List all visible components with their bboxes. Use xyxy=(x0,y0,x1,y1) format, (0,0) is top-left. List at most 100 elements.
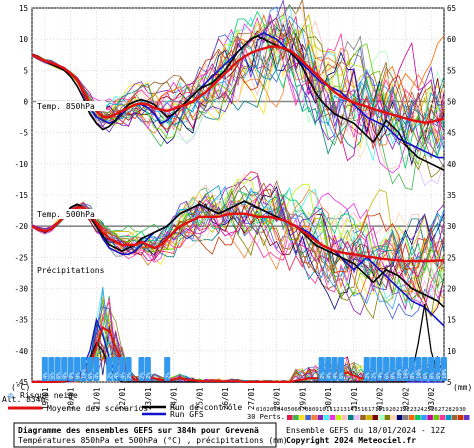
snow-badge xyxy=(370,357,377,381)
pert-number: 03 xyxy=(270,407,277,413)
pert-swatch xyxy=(360,415,366,420)
y-right-tick-label: 30 xyxy=(447,222,457,231)
snow-badge xyxy=(138,357,145,381)
x-tick-label: 01/02 xyxy=(376,387,385,410)
y-left-tick-label: 0 xyxy=(23,98,28,107)
pert-swatch xyxy=(354,415,360,420)
snow-badge-label: 2% xyxy=(146,372,152,379)
snow-badge-label: 6% xyxy=(339,372,345,379)
pert-number: 19 xyxy=(382,407,389,413)
y-left-tick-label: -45 xyxy=(14,378,28,387)
snow-badge-label: 6% xyxy=(88,372,94,379)
snow-badge xyxy=(389,357,396,381)
pert-swatches xyxy=(287,415,470,420)
y-left-tick-label: -35 xyxy=(14,316,28,325)
snow-risk-badges: 4% 6% 6% 8% 8% 8% 10% 6% 4% 2% 4% 4% 2% 2% 2% 2% 2% 4% 4% 6… xyxy=(41,357,448,381)
pert-swatch xyxy=(299,415,305,420)
pert-number: 11 xyxy=(326,407,333,413)
snow-badge-label: 10% xyxy=(416,368,422,379)
unit-right-label: (mm) xyxy=(453,383,472,392)
pert-swatch xyxy=(323,415,330,420)
pert-swatch xyxy=(451,415,458,420)
snowflake-icon: ❄ xyxy=(8,391,15,402)
run-info: Ensemble GEFS du 18/01/2024 - 12Z xyxy=(286,426,445,435)
pert-number: 22 xyxy=(403,407,410,413)
t850-label-bg xyxy=(36,101,106,111)
y-left-tick-label: -25 xyxy=(14,253,28,262)
snow-badge-label: 10% xyxy=(442,368,448,379)
pert-swatch xyxy=(445,415,452,420)
pert-number: 09 xyxy=(312,407,319,413)
pert-count-label: 30 Perts. xyxy=(247,413,285,421)
precip-label: Précipitations xyxy=(37,265,105,275)
snow-badge xyxy=(402,357,409,381)
snow-badge xyxy=(54,357,61,381)
snow-badge-label: 10% xyxy=(397,368,403,379)
title-box xyxy=(13,422,277,448)
y-right-tick-label: 50 xyxy=(447,98,457,107)
snow-badge-label: 6% xyxy=(384,372,390,379)
snow-badge xyxy=(106,357,113,381)
pert-swatch xyxy=(463,415,470,420)
t500-label-bg xyxy=(36,209,106,219)
pert-swatch xyxy=(378,415,385,420)
snow-badge-label: 8% xyxy=(69,372,75,379)
snow-badge-label: 8% xyxy=(391,372,397,379)
snow-badge xyxy=(383,357,390,381)
snow-badge xyxy=(331,357,338,381)
snow-badge xyxy=(408,357,415,381)
snow-badge-label: 10% xyxy=(82,368,88,379)
x-tick-label: 20/01 xyxy=(67,387,76,410)
snow-badge-label: 6% xyxy=(436,372,442,379)
snow-badge xyxy=(125,357,132,381)
mean-t850-line xyxy=(31,45,445,124)
y-right-tick-label: 60 xyxy=(447,35,457,44)
altitude-label: Alt. 834m xyxy=(2,395,46,404)
y-right-tick-label: 25 xyxy=(447,253,456,262)
snow-badge-label: 4% xyxy=(333,372,339,379)
pert-swatch xyxy=(415,415,421,420)
x-tick-label: 03/02 xyxy=(427,387,436,410)
x-tick-label: 31/01 xyxy=(350,387,359,410)
x-tick-label: 26/01 xyxy=(221,387,230,410)
snow-badge xyxy=(41,357,48,381)
member-t500-line xyxy=(31,183,445,278)
member-t500-line xyxy=(31,188,445,274)
legend-control-label: Run de contrôle xyxy=(170,402,242,412)
snow-badge-label: 4% xyxy=(326,372,332,379)
t850-label: Temp. 850hPa xyxy=(37,102,95,111)
snow-badge xyxy=(112,357,119,381)
pert-swatch xyxy=(396,415,403,420)
y-right-tick-label: 15 xyxy=(447,316,456,325)
snow-badge-label: 2% xyxy=(127,372,133,379)
pert-swatch xyxy=(427,415,433,420)
snow-badge xyxy=(441,357,447,381)
pert-swatch xyxy=(457,415,464,420)
member-t850-line xyxy=(31,6,445,151)
snow-badge-label: 2% xyxy=(140,372,146,379)
mean-t500-line xyxy=(31,206,444,263)
x-tick-label: 19/01 xyxy=(41,387,50,410)
snow-badge-label: 2% xyxy=(365,372,371,379)
chart-subtitle: Températures 850hPa et 500hPa (°C) , pré… xyxy=(18,435,288,445)
snow-badge xyxy=(164,357,171,381)
snow-risk-label: Risque neige xyxy=(20,391,78,400)
snow-badge xyxy=(119,357,126,381)
pert-swatch xyxy=(335,415,342,420)
pert-swatch xyxy=(384,415,391,420)
pert-number: 13 xyxy=(340,407,347,413)
pert-number: 10 xyxy=(319,407,326,413)
y-left-tick-label: -20 xyxy=(14,222,28,231)
control-t500-line xyxy=(31,200,445,308)
pert-number: 06 xyxy=(291,407,298,413)
pert-number: 12 xyxy=(333,407,340,413)
legend-mean-label: Moyenne des scénarios xyxy=(47,403,148,413)
snow-badge-label: 4% xyxy=(114,372,120,379)
pert-number: 25 xyxy=(424,407,431,413)
x-tick-label: 27/01 xyxy=(247,387,256,410)
pert-number: 27 xyxy=(438,407,445,413)
pert-number: 02 xyxy=(263,407,270,413)
snow-badge xyxy=(80,357,87,381)
snow-badge-label: 4% xyxy=(378,372,384,379)
